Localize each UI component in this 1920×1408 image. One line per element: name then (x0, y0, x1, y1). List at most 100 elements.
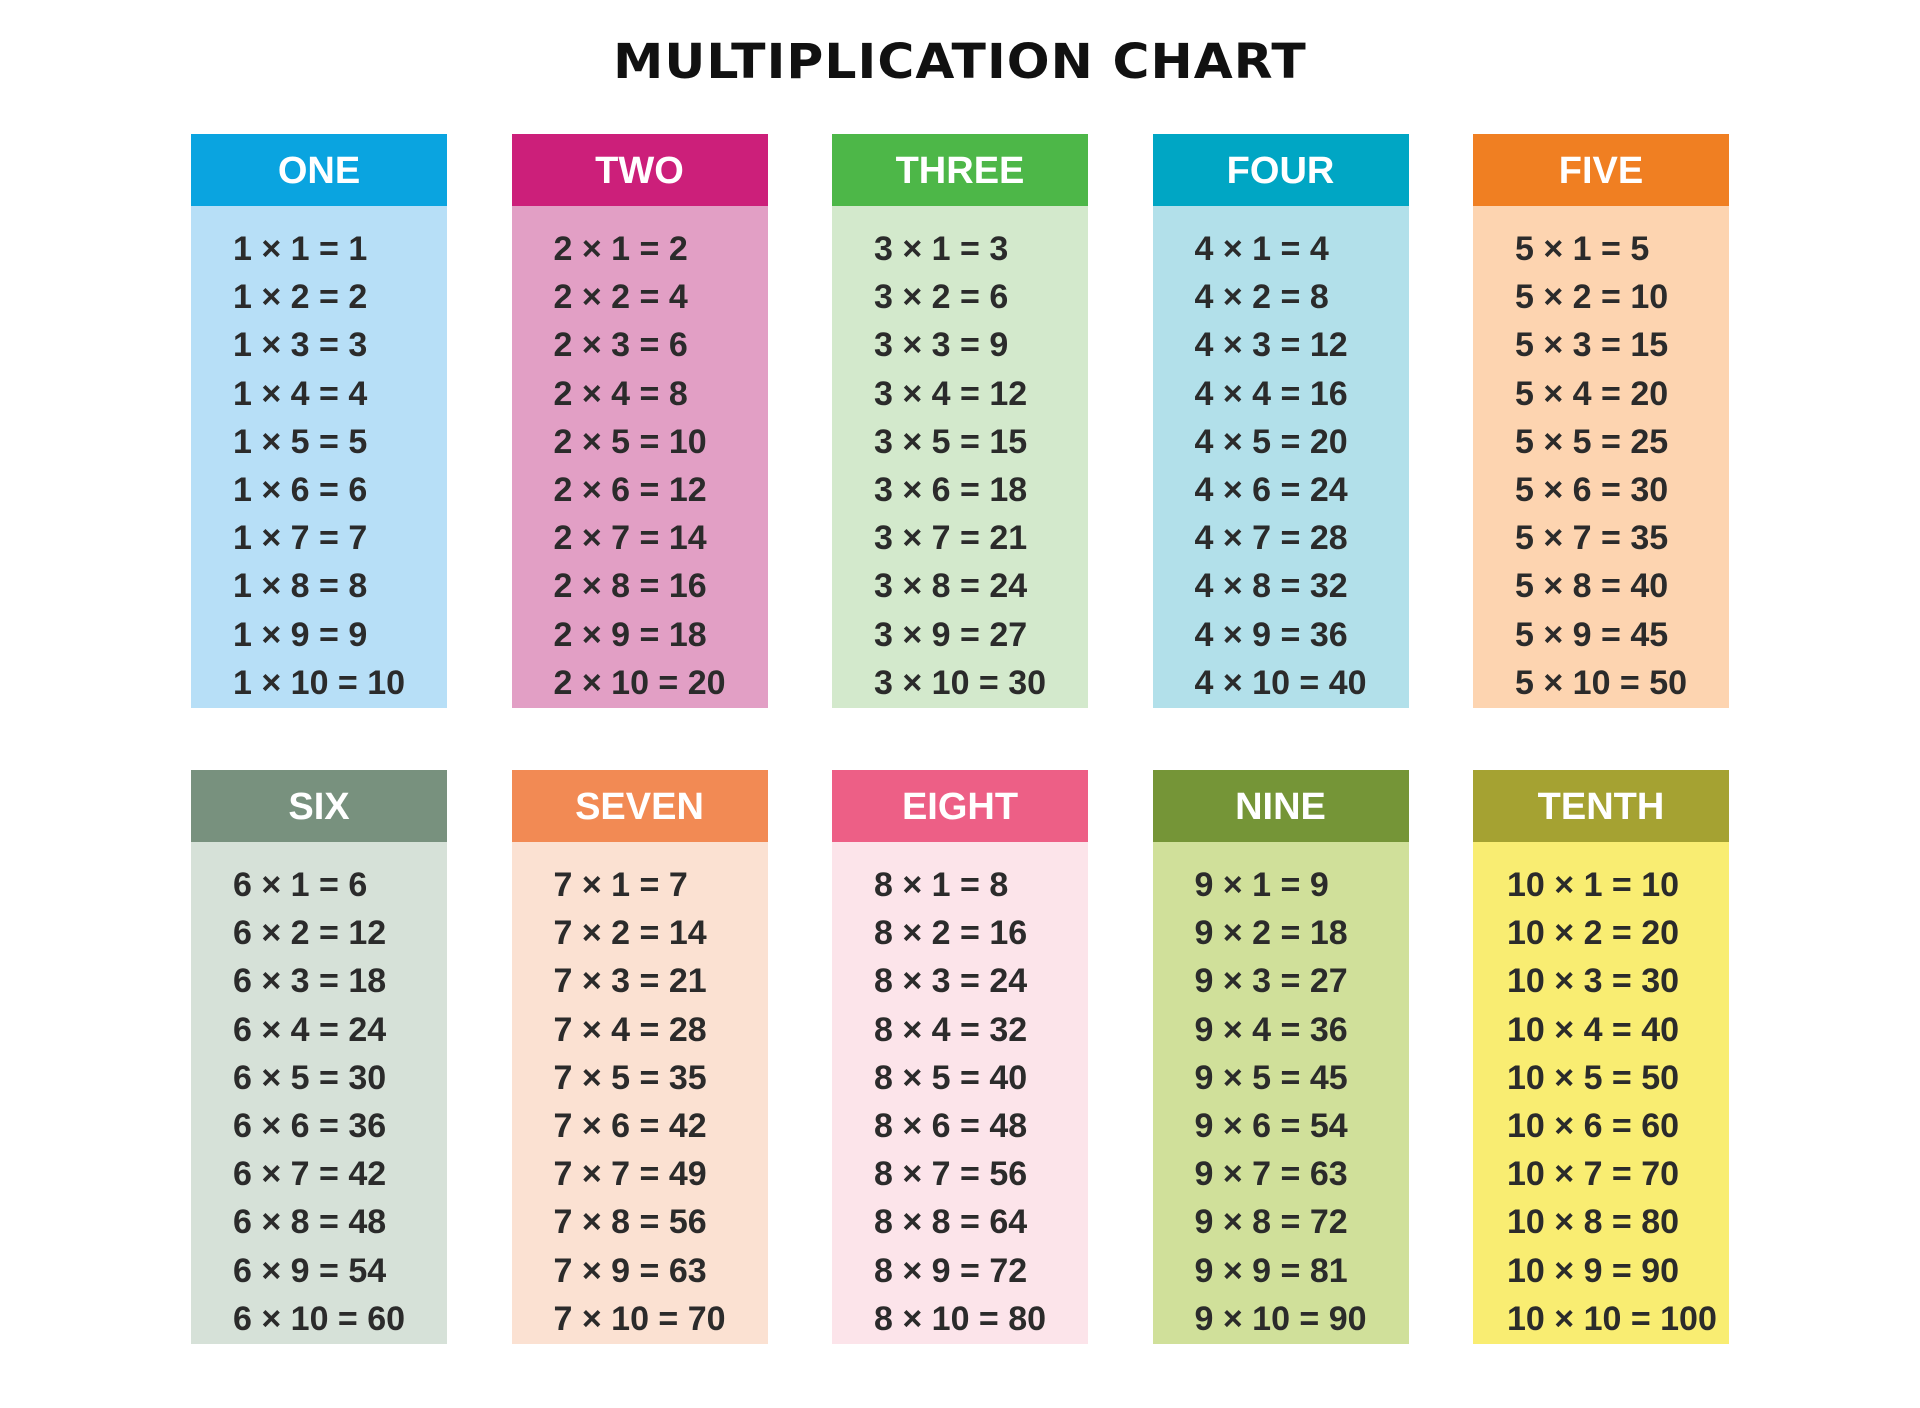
table-card: THREE 3 × 1 = 3 3 × 2 = 6 3 × 3 = 9 3 × 4 = … (832, 134, 1088, 708)
table-row: 1 × 9 = 9 (233, 615, 368, 654)
table-row: 5 × 3 = 15 (1515, 326, 1669, 365)
table-row: 3 × 3 = 9 (874, 326, 1009, 365)
table-row: 4 × 4 = 16 (1194, 374, 1348, 413)
table-row: 10 × 5 = 50 (1507, 1058, 1680, 1097)
table-body: 9 × 1 = 9 9 × 2 = 18 9 × 3 = 27 9 × 4 = 36 9… (1152, 842, 1409, 1344)
table-row: 2 × 5 = 10 (553, 422, 707, 461)
table-row: 5 × 8 = 40 (1515, 567, 1669, 606)
table-row: 7 × 2 = 14 (553, 914, 707, 953)
table-row: 8 × 9 = 72 (874, 1251, 1028, 1290)
table-row: 5 × 6 = 30 (1515, 470, 1669, 509)
table-row: 7 × 8 = 56 (553, 1203, 707, 1242)
table-row: 3 × 10 = 30 (874, 663, 1047, 702)
table-row: 7 × 3 = 21 (553, 962, 707, 1001)
table-row: 6 × 8 = 48 (233, 1203, 387, 1242)
table-row: 10 × 10 = 100 (1507, 1299, 1717, 1338)
table-row: 5 × 9 = 45 (1515, 615, 1669, 654)
table-row: 9 × 8 = 72 (1194, 1203, 1348, 1242)
table-row: 2 × 7 = 14 (553, 519, 707, 558)
table-card: EIGHT 8 × 1 = 8 8 × 2 = 16 8 × 3 = 24 8 × 4 … (832, 770, 1088, 1344)
table-row: 2 × 1 = 2 (553, 230, 688, 268)
table-row: 1 × 6 = 6 (233, 470, 368, 509)
table-row: 6 × 4 = 24 (233, 1010, 387, 1049)
table-row: 8 × 1 = 8 (874, 866, 1009, 904)
table-row: 1 × 4 = 4 (233, 374, 368, 413)
table-row: 2 × 8 = 16 (553, 567, 707, 606)
table-row: 5 × 10 = 50 (1515, 663, 1688, 702)
table-row: 7 × 7 = 49 (553, 1155, 707, 1194)
table-row: 1 × 2 = 2 (233, 278, 368, 317)
table-row: 2 × 4 = 8 (553, 374, 688, 413)
table-row: 9 × 5 = 45 (1194, 1058, 1348, 1097)
table-row: 10 × 3 = 30 (1507, 962, 1680, 1001)
table-row: 6 × 2 = 12 (233, 914, 387, 953)
table-row: 10 × 1 = 10 (1507, 866, 1680, 904)
table-row: 7 × 9 = 63 (553, 1251, 707, 1290)
table-row: 6 × 1 = 6 (233, 866, 368, 904)
table-row: 4 × 6 = 24 (1194, 470, 1348, 509)
table-row: 4 × 7 = 28 (1194, 519, 1348, 558)
table-body: 8 × 1 = 8 8 × 2 = 16 8 × 3 = 24 8 × 4 = 32 8… (832, 842, 1088, 1344)
table-row: 6 × 6 = 36 (233, 1106, 387, 1145)
table-card: SIX 6 × 1 = 6 6 × 2 = 12 6 × 3 = 18 6 × 4 = … (191, 770, 447, 1344)
table-row: 3 × 2 = 6 (874, 278, 1009, 317)
table-row: 8 × 10 = 80 (874, 1299, 1047, 1338)
table-row: 8 × 6 = 48 (874, 1106, 1028, 1145)
table-row: 3 × 9 = 27 (874, 615, 1028, 654)
table-row: 4 × 5 = 20 (1194, 422, 1348, 461)
table-row: 10 × 8 = 80 (1507, 1203, 1680, 1242)
table-row: 4 × 10 = 40 (1194, 663, 1367, 702)
table-card: FOUR 4 × 1 = 4 4 × 2 = 8 4 × 3 = 12 4 × 4 = … (1152, 134, 1409, 708)
table-header: TENTH (1473, 770, 1729, 842)
table-header: ONE (191, 134, 447, 206)
table-row: 4 × 2 = 8 (1194, 278, 1329, 317)
table-header: EIGHT (832, 770, 1088, 842)
table-row: 2 × 10 = 20 (553, 663, 726, 702)
table-header: SEVEN (511, 770, 768, 842)
table-row: 7 × 1 = 7 (553, 866, 688, 904)
table-row: 8 × 8 = 64 (874, 1203, 1028, 1242)
table-card: SEVEN 7 × 1 = 7 7 × 2 = 14 7 × 3 = 21 7 × 4 … (511, 770, 768, 1344)
table-row: 10 × 6 = 60 (1507, 1106, 1680, 1145)
table-row: 10 × 7 = 70 (1507, 1155, 1680, 1194)
table-row: 5 × 2 = 10 (1515, 278, 1669, 317)
table-row: 4 × 1 = 4 (1194, 230, 1329, 268)
table-row: 9 × 6 = 54 (1194, 1106, 1348, 1145)
table-row: 2 × 9 = 18 (553, 615, 707, 654)
table-header: THREE (832, 134, 1088, 206)
table-row: 2 × 3 = 6 (553, 326, 688, 365)
table-row: 9 × 10 = 90 (1194, 1299, 1367, 1338)
table-row: 6 × 5 = 30 (233, 1058, 387, 1097)
table-body: 3 × 1 = 3 3 × 2 = 6 3 × 3 = 9 3 × 4 = 12 3 ×… (832, 206, 1088, 708)
table-row: 3 × 8 = 24 (874, 567, 1028, 606)
table-row: 5 × 7 = 35 (1515, 519, 1669, 558)
table-row: 1 × 1 = 1 (233, 230, 368, 268)
table-row: 5 × 1 = 5 (1515, 230, 1650, 268)
table-row: 10 × 2 = 20 (1507, 914, 1680, 953)
table-row: 9 × 7 = 63 (1194, 1155, 1348, 1194)
table-row: 1 × 3 = 3 (233, 326, 368, 365)
table-row: 8 × 4 = 32 (874, 1010, 1028, 1049)
table-row: 10 × 4 = 40 (1507, 1010, 1680, 1049)
table-card: ONE 1 × 1 = 1 1 × 2 = 2 1 × 3 = 3 1 × 4 = 4 1… (191, 134, 447, 708)
table-row: 1 × 10 = 10 (233, 663, 406, 702)
table-row: 6 × 3 = 18 (233, 962, 387, 1001)
table-row: 4 × 3 = 12 (1194, 326, 1348, 365)
table-body: 6 × 1 = 6 6 × 2 = 12 6 × 3 = 18 6 × 4 = 24 6… (191, 842, 447, 1344)
table-grid: ONE 1 × 1 = 1 1 × 2 = 2 1 × 3 = 3 1 × 4 = 4 1… (191, 134, 1729, 1344)
table-row: 8 × 3 = 24 (874, 962, 1028, 1001)
table-body: 5 × 1 = 5 5 × 2 = 10 5 × 3 = 15 5 × 4 = 20 5… (1473, 206, 1729, 708)
table-header: FOUR (1152, 134, 1409, 206)
table-body: 10 × 1 = 10 10 × 2 = 20 10 × 3 = 30 10 × 4 … (1473, 842, 1729, 1344)
table-row: 7 × 5 = 35 (553, 1058, 707, 1097)
table-row: 7 × 6 = 42 (553, 1106, 707, 1145)
table-row: 4 × 9 = 36 (1194, 615, 1348, 654)
table-row: 5 × 5 = 25 (1515, 422, 1669, 461)
table-row: 3 × 4 = 12 (874, 374, 1028, 413)
table-card: FIVE 5 × 1 = 5 5 × 2 = 10 5 × 3 = 15 5 × 4 =… (1473, 134, 1729, 708)
table-header: FIVE (1473, 134, 1729, 206)
table-body: 4 × 1 = 4 4 × 2 = 8 4 × 3 = 12 4 × 4 = 16 4 … (1152, 206, 1409, 708)
table-row: 9 × 1 = 9 (1194, 866, 1329, 904)
